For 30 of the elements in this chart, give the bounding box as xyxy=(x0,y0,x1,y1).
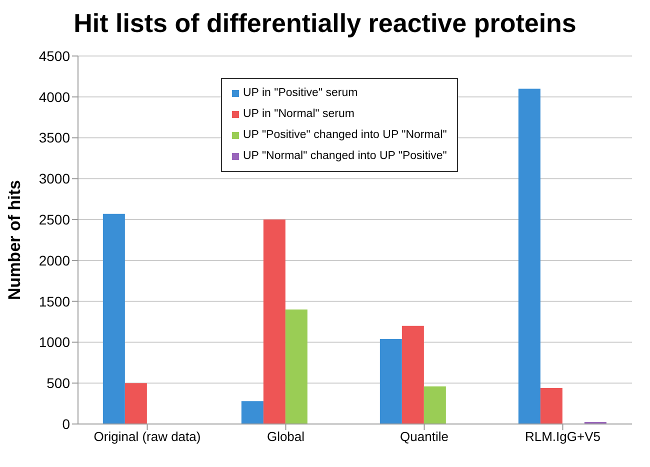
y-tick-label: 2500 xyxy=(38,212,70,228)
legend-label: UP "Normal" changed into UP "Positive" xyxy=(243,149,447,164)
y-tick-label: 0 xyxy=(62,416,70,432)
x-tick-label: Original (raw data) xyxy=(94,429,201,444)
y-tick-label: 500 xyxy=(46,375,70,392)
chart-title: Hit lists of differentially reactive proteins xyxy=(72,8,578,40)
y-tick-label: 1500 xyxy=(38,293,70,310)
bar xyxy=(263,220,286,424)
y-tick-label: 4500 xyxy=(38,48,70,64)
y-tick-label: 3000 xyxy=(38,170,70,187)
y-tick-label: 4000 xyxy=(38,88,70,105)
bar xyxy=(540,388,562,424)
bar xyxy=(402,326,424,424)
y-tick-label: 2000 xyxy=(38,252,70,268)
bar xyxy=(380,338,402,424)
y-axis-title: Number of hits xyxy=(5,180,24,300)
bar xyxy=(102,214,125,424)
y-tick-label: 3500 xyxy=(38,130,70,146)
legend-label: UP "Positive" changed into UP "Normal" xyxy=(243,128,447,143)
legend-label: UP in "Positive" serum xyxy=(243,86,358,101)
x-tick-label: Global xyxy=(266,429,305,444)
bar xyxy=(518,88,540,424)
bar xyxy=(285,310,308,424)
bar xyxy=(424,386,446,424)
legend-label: UP in "Normal" serum xyxy=(243,107,354,122)
y-tick-label: 1000 xyxy=(38,334,70,350)
bar xyxy=(241,401,264,424)
bar xyxy=(124,383,147,424)
x-tick-label: Quantile xyxy=(400,429,448,444)
x-tick-label: RLM.IgG+V5 xyxy=(524,429,601,444)
